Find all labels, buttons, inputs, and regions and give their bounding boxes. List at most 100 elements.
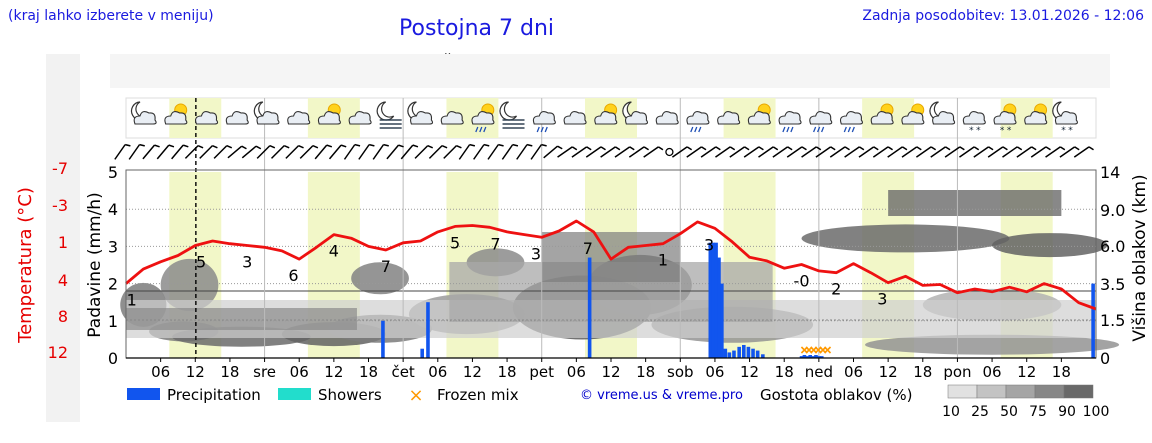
wind-barb (729, 146, 750, 158)
weather-icon-cloud-snow: * * (962, 110, 986, 136)
wind-barb (458, 143, 476, 160)
temp-tick-label: 4 (58, 271, 68, 290)
wind-barb (801, 146, 822, 158)
cloud-blob (351, 262, 409, 295)
wind-barb-shaft (700, 146, 717, 158)
cloud-icon (809, 110, 833, 125)
precip-bar (717, 257, 721, 358)
wind-barb-shaft (671, 146, 688, 158)
weather-icon-fog-moon (376, 101, 402, 129)
wind-barb-flag (197, 144, 204, 149)
cloud-height-tick-label: 6.0 (1100, 237, 1125, 256)
cloud-height-axis-label: Višina oblakov (km) (1130, 174, 1150, 341)
rain-drop-icon (475, 126, 479, 133)
wind-barb-shaft (743, 146, 760, 158)
rain-drop-icon (790, 126, 794, 133)
x-tick-label: 12 (186, 363, 205, 381)
wind-barb-flag (614, 146, 621, 151)
wind-barb-shaft (686, 146, 702, 158)
wind-barb (844, 146, 865, 158)
wind-barb (227, 145, 247, 159)
wind-barb-flag (1016, 146, 1023, 151)
wind-barb-flag (1045, 146, 1051, 151)
rain-drop-icon (851, 126, 855, 133)
wind-barb-flag (715, 146, 721, 151)
cloud-icon (1024, 110, 1048, 125)
wind-barb-shaft (256, 145, 271, 159)
wind-barb-shaft (458, 144, 471, 160)
weather-icon-sun-cloud (1024, 103, 1048, 125)
cloud-scale-cell (1005, 384, 1036, 399)
rain-drop-icon (536, 126, 540, 133)
weather-icon-cloud (348, 110, 372, 125)
wind-barb-flag (368, 143, 375, 147)
x-tick-label: 18 (636, 363, 655, 381)
wind-barb-flag (1031, 146, 1037, 151)
wind-barb (758, 146, 779, 158)
wind-barb-flag (226, 144, 233, 149)
wind-barb-shaft (1045, 146, 1061, 158)
cloud-icon (778, 110, 802, 125)
weather-icon-cloud-drizzle (686, 110, 710, 133)
precip-bar (799, 356, 804, 358)
wind-barb-shaft (530, 144, 543, 160)
wind-barb-shaft (443, 145, 458, 159)
rain-drop-icon (698, 126, 702, 133)
wind-barb (314, 144, 333, 160)
weather-icon-fog-moon (499, 101, 525, 129)
wind-barb-shaft (501, 144, 514, 160)
wind-barb (743, 146, 764, 158)
calm-wind-mark (665, 147, 674, 157)
wind-barb-flag (398, 144, 404, 148)
precip-bar (817, 356, 821, 358)
wind-barb (400, 144, 419, 160)
precip-bar (761, 354, 765, 358)
wind-barb-shaft (114, 144, 126, 160)
rain-drop-icon (694, 126, 698, 133)
wind-barb (487, 143, 504, 160)
wind-barb (614, 146, 635, 158)
wind-barb-shaft (328, 144, 342, 160)
rain-drop-icon (843, 126, 847, 133)
wind-barb (156, 144, 175, 160)
cloud-blob (992, 233, 1108, 258)
wind-barb-flag (557, 145, 563, 150)
temperature-label: 6 (288, 266, 298, 285)
wind-barb (686, 146, 707, 158)
copyright-link[interactable]: © vreme.us & vreme.pro (580, 388, 743, 403)
temperature-label: 1 (127, 291, 137, 310)
cloud-height-tick-label: 9.0 (1100, 201, 1125, 220)
wind-barb-shaft (516, 144, 528, 160)
wind-barb-flag (844, 146, 850, 151)
wind-barb-shaft (171, 144, 184, 160)
weather-icon-cloud (195, 110, 219, 125)
cloud-icon (655, 110, 679, 125)
wind-barb-flag (412, 144, 419, 148)
precip-tick-label: 1 (108, 312, 118, 331)
x-tick-label: 06 (983, 363, 1002, 381)
page-title: Postojna 7 dni (399, 16, 555, 41)
wind-barb (128, 143, 145, 160)
wind-barb-shaft (729, 146, 745, 158)
wind-barb-flag (887, 146, 893, 151)
rain-drop-icon (479, 126, 483, 133)
precip-tick-label: 4 (108, 200, 118, 219)
weather-icon-cloud (655, 110, 679, 125)
wind-barb (772, 146, 793, 158)
wind-barb-flag (945, 146, 951, 151)
wind-barb-flag (988, 146, 994, 151)
wind-barb (901, 146, 922, 158)
weather-icon-cloud (563, 110, 587, 125)
cloud-scale-cell (1063, 384, 1094, 399)
cloud-icon (195, 110, 219, 125)
temp-tick-label: 1 (58, 233, 68, 252)
wind-barb (358, 143, 375, 160)
wind-barb-flag (154, 144, 160, 148)
wind-barb (671, 146, 693, 158)
wind-barb (973, 146, 994, 158)
wind-barb-shaft (199, 145, 214, 159)
region-hint[interactable]: (kraj lahko izberete v meniju) (8, 8, 214, 24)
wind-barb (829, 146, 850, 158)
cloud-band-early (126, 308, 357, 330)
precip-bar (755, 350, 760, 358)
